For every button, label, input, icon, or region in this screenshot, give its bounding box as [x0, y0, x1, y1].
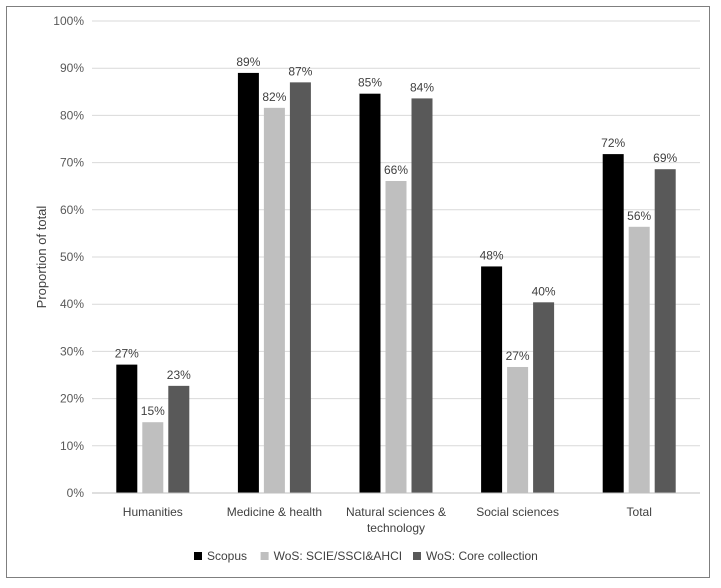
- data-label: 84%: [410, 80, 434, 94]
- x-category-label: Humanities: [123, 505, 183, 519]
- bar: [602, 154, 624, 493]
- x-category-label: technology: [367, 521, 425, 535]
- bar: [654, 169, 676, 493]
- data-label: 40%: [532, 284, 556, 298]
- bar: [628, 226, 650, 494]
- legend-label: Scopus: [207, 549, 247, 563]
- data-label: 82%: [262, 90, 286, 104]
- bar: [533, 302, 555, 493]
- y-tick-label: 30%: [60, 344, 84, 358]
- data-label: 15%: [141, 404, 165, 418]
- y-axis-tick-labels: 0% 10% 20% 30% 40% 50% 60% 70% 80% 90% 100%: [53, 14, 84, 500]
- bar: [289, 82, 311, 494]
- bar: [507, 366, 529, 493]
- data-label: 66%: [384, 163, 408, 177]
- legend-label: WoS: SCIE/SSCI&AHCI: [274, 549, 402, 563]
- legend-swatch: [194, 552, 202, 560]
- data-label: 69%: [653, 151, 677, 165]
- bar: [168, 385, 190, 493]
- bar: [116, 364, 138, 493]
- data-label: 72%: [601, 136, 625, 150]
- data-label: 89%: [236, 55, 260, 69]
- y-tick-label: 20%: [60, 392, 84, 406]
- x-category-label: Social sciences: [476, 505, 559, 519]
- y-tick-label: 0%: [67, 486, 85, 500]
- data-label: 27%: [506, 349, 530, 363]
- x-category-label: Natural sciences &: [346, 505, 446, 519]
- y-tick-label: 100%: [53, 14, 84, 28]
- data-label: 56%: [627, 209, 651, 223]
- bar: [237, 72, 259, 494]
- data-labels: 27% 15% 23% 89% 82%87% 85% 66% 84% 48% 27% 40% 72% 5…: [115, 55, 678, 418]
- y-axis-title: Proportion of total: [34, 206, 49, 309]
- bar: [359, 93, 381, 494]
- x-category-label: Total: [627, 505, 652, 519]
- y-tick-label: 60%: [60, 203, 84, 217]
- bar: [142, 422, 164, 493]
- y-tick-label: 80%: [60, 108, 84, 122]
- data-label: 85%: [358, 76, 382, 90]
- y-tick-label: 10%: [60, 439, 84, 453]
- data-label: 27%: [115, 347, 139, 361]
- bar: [385, 181, 407, 493]
- x-axis-category-labels: Humanities Medicine & health Natural scien…: [123, 505, 652, 535]
- legend-swatch: [413, 552, 421, 560]
- bar: [411, 98, 433, 494]
- data-label: 23%: [167, 368, 191, 382]
- legend: Scopus WoS: SCIE/SSCI&AHCI WoS: Core colle…: [194, 549, 538, 563]
- bar: [481, 266, 503, 493]
- data-label: 87%: [288, 64, 312, 78]
- y-tick-label: 90%: [60, 61, 84, 75]
- bars: [116, 72, 676, 494]
- legend-swatch: [260, 552, 269, 560]
- gridlines: [92, 20, 700, 447]
- y-tick-label: 70%: [60, 156, 84, 170]
- legend-label: WoS: Core collection: [426, 549, 538, 563]
- y-tick-label: 50%: [60, 250, 84, 264]
- bar: [263, 107, 285, 494]
- y-tick-label: 40%: [60, 297, 84, 311]
- x-category-label: Medicine & health: [227, 505, 322, 519]
- data-label: 48%: [480, 248, 504, 262]
